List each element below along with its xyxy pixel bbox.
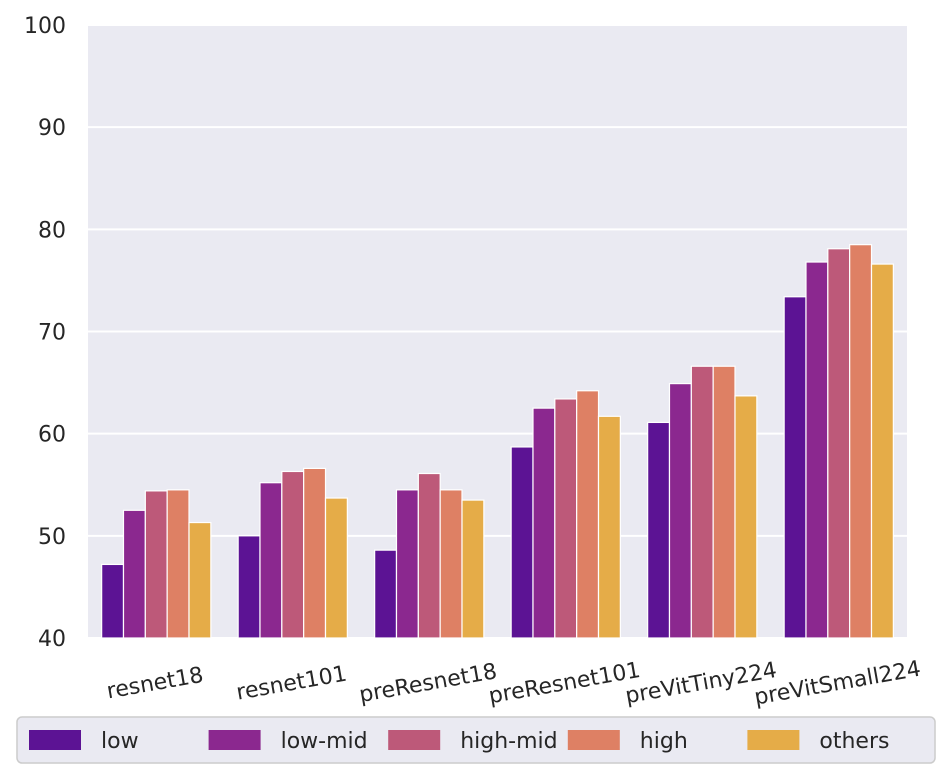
bar-high-resnet18 — [166, 489, 190, 639]
bar-high-mid-resnet101 — [281, 470, 305, 639]
bar-low-mid-preVitSmall224 — [805, 261, 829, 639]
x-tick-label: preResnet18 — [357, 659, 499, 708]
bar-high-mid-preResnet101 — [554, 398, 578, 639]
bar-low-resnet18 — [101, 563, 125, 639]
y-tick-label: 40 — [38, 627, 66, 652]
legend-label: low — [101, 729, 139, 754]
x-axis-ticks: resnet18 resnet101 preResnet18preResnet101… — [105, 657, 923, 711]
bar-low-preVitSmall224 — [783, 296, 807, 639]
x-tick-label: preResnet101 — [487, 658, 642, 709]
bar-high-preVitSmall224 — [849, 244, 873, 639]
y-tick-label: 70 — [38, 321, 66, 346]
bar-low-mid-preVitTiny224 — [668, 383, 692, 639]
bar-low-preVitTiny224 — [647, 421, 671, 639]
legend-box — [16, 716, 936, 764]
y-axis-ticks: 40 50 60 70 80 90 100 — [24, 14, 66, 652]
x-tick-label: resnet101 — [234, 662, 348, 706]
bar-low-mid-resnet101 — [259, 482, 283, 639]
bar-high-resnet101 — [303, 467, 327, 639]
x-tick-label: preVitSmall224 — [752, 657, 922, 711]
legend-label: high-mid — [460, 729, 557, 754]
y-tick-label: 50 — [38, 525, 66, 550]
bar-low-preResnet101 — [510, 446, 534, 639]
bar-others-resnet18 — [188, 521, 212, 639]
bars — [101, 244, 894, 639]
bar-low-mid-preResnet18 — [395, 489, 419, 639]
y-tick-label: 80 — [38, 218, 66, 243]
bar-high-mid-resnet18 — [144, 490, 168, 639]
legend-label: others — [819, 729, 889, 754]
bar-low-preResnet18 — [374, 549, 398, 639]
bar-low-resnet101 — [237, 535, 261, 639]
bar-others-preVitTiny224 — [734, 395, 758, 639]
bar-high-mid-preVitSmall224 — [827, 248, 851, 639]
y-tick-label: 100 — [24, 14, 66, 39]
y-tick-label: 60 — [38, 423, 66, 448]
bar-others-preResnet18 — [461, 499, 485, 639]
bar-low-mid-resnet18 — [122, 509, 146, 639]
bar-others-preVitSmall224 — [870, 263, 894, 639]
legend-label: low-mid — [281, 729, 368, 754]
legend-swatch-high-mid — [388, 730, 441, 750]
bar-others-resnet101 — [324, 497, 348, 639]
x-tick-label: resnet18 — [105, 663, 206, 705]
bar-high-mid-preResnet18 — [417, 472, 441, 639]
legend: low low-mid high-mid high others — [16, 716, 936, 764]
bar-low-mid-preResnet101 — [532, 407, 556, 639]
legend-swatch-others — [747, 730, 800, 750]
y-tick-label: 90 — [38, 116, 66, 141]
legend-swatch-low-mid — [208, 730, 261, 750]
bar-high-mid-preVitTiny224 — [690, 365, 714, 639]
legend-swatch-low — [29, 730, 81, 750]
grid-lines — [88, 24, 907, 639]
bar-others-preResnet101 — [597, 415, 621, 639]
bar-high-preResnet18 — [439, 489, 463, 639]
bar-high-preVitTiny224 — [712, 365, 736, 639]
legend-label: high — [640, 729, 688, 754]
bar-high-preResnet101 — [576, 390, 600, 639]
legend-swatch-high — [567, 730, 620, 750]
